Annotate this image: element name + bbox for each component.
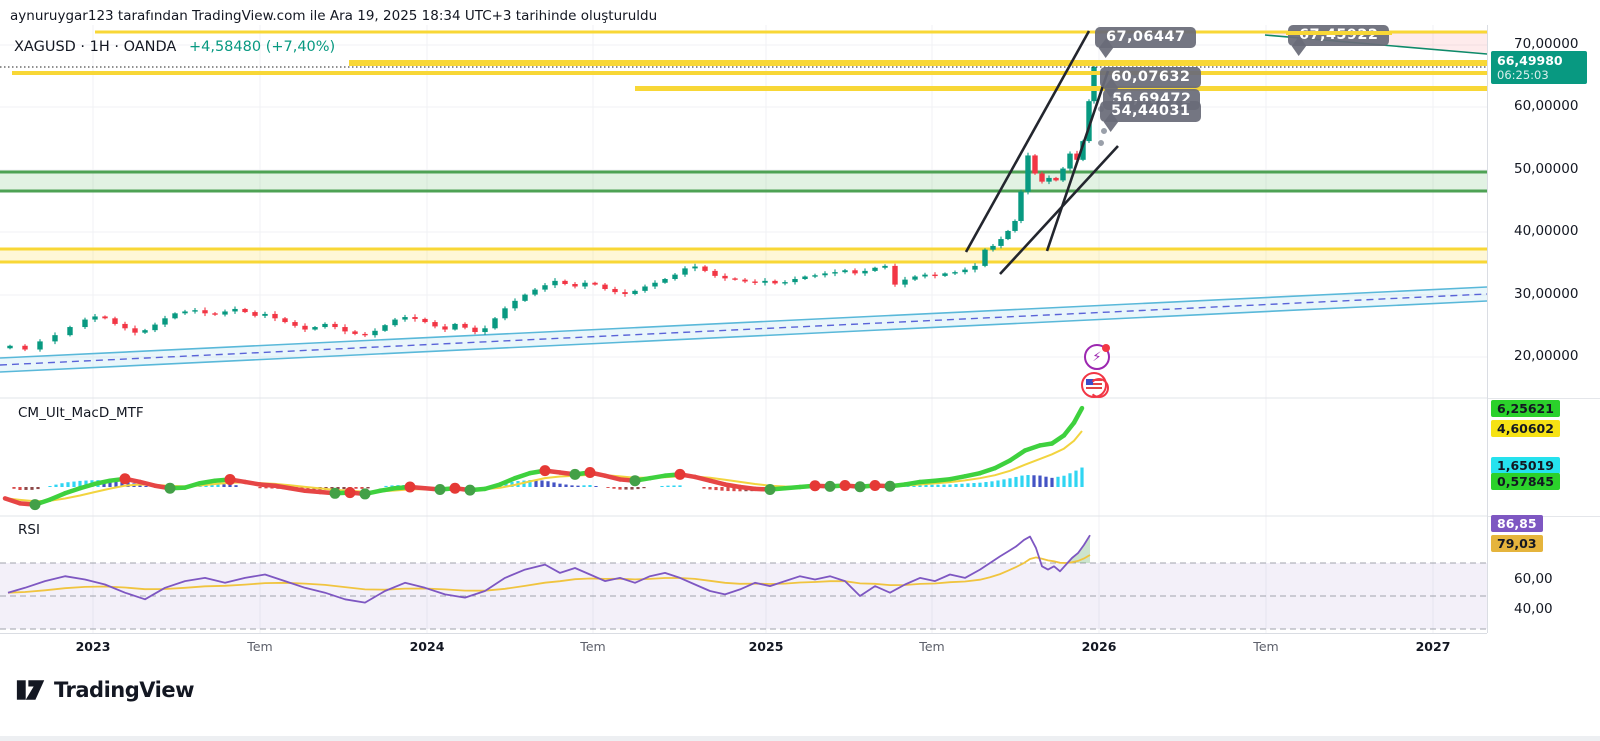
time-axis-label: 2023 (75, 639, 111, 654)
macd-signal-badge: 4,60602 (1491, 420, 1560, 437)
price-axis-label: 50,00000 (1514, 161, 1579, 177)
price-callout-54-44[interactable]: 54,44031 (1100, 101, 1202, 132)
green-zone[interactable] (0, 170, 1487, 193)
tradingview-mark-icon (16, 680, 45, 700)
drawing-handle[interactable] (1100, 127, 1108, 135)
rsi-ma-badge: 79,03 (1491, 535, 1543, 552)
tradingview-logo[interactable]: TradingView (16, 676, 194, 704)
rsi-pane-label[interactable]: RSI (18, 522, 40, 538)
price-axis-label: 70,00000 (1514, 36, 1579, 52)
yellow-line-overlay (1286, 31, 1392, 35)
price-axis-label: 30,00000 (1514, 286, 1579, 302)
symbol-change: +4,58480 (+7,40%) (188, 39, 336, 55)
attribution-text: aynuruygar123 tarafından TradingView.com… (10, 8, 658, 24)
parallel-channel[interactable] (0, 286, 1487, 373)
rsi-indicator (0, 534, 1487, 630)
last-price-value: 66,49980 (1497, 53, 1563, 68)
macd-hist-badge: 1,65019 (1491, 457, 1560, 474)
callout-value: 54,44031 (1111, 103, 1191, 119)
bottom-strip (0, 736, 1600, 741)
trend-line[interactable] (999, 145, 1119, 275)
pane-separator (1488, 516, 1600, 517)
time-axis-label: 2025 (748, 639, 784, 654)
event-us-flag-icon[interactable] (1081, 372, 1109, 398)
yellow-zone[interactable] (0, 247, 1487, 264)
time-axis-label: 2027 (1415, 639, 1451, 654)
macd-pane-label[interactable]: CM_Ult_MacD_MTF (18, 405, 144, 421)
price-axis-label: 60,00000 (1514, 98, 1579, 114)
drawing-handle[interactable] (1097, 139, 1105, 147)
time-axis-label: Tem (919, 639, 945, 654)
time-axis-label: 2026 (1081, 639, 1117, 654)
symbol-row: XAGUSD · 1H · OANDA +4,58480 (+7,40%) (14, 39, 335, 55)
macd-value-badge: 6,25621 (1491, 400, 1560, 417)
rsi-value-badge: 86,85 (1491, 515, 1543, 532)
us-flag-glyph (1086, 379, 1102, 391)
event-flash-icon[interactable]: ⚡ (1084, 344, 1110, 370)
chart-plot-area[interactable] (0, 0, 1487, 633)
price-axis-label: 20,00000 (1514, 348, 1579, 364)
rsi-axis-label: 60,00 (1514, 571, 1553, 587)
time-axis-label: Tem (580, 639, 606, 654)
logo-text: TradingView (54, 678, 194, 702)
price-callout-60-07[interactable]: 60,07632 (1100, 67, 1202, 98)
notification-dot (1102, 344, 1110, 352)
last-price-badge: 66,49980 06:25:03 (1491, 51, 1587, 84)
time-axis-label: 2024 (409, 639, 445, 654)
macd-hist2-badge: 0,57845 (1491, 473, 1560, 490)
bar-countdown: 06:25:03 (1497, 68, 1549, 82)
price-axis-label: 40,00000 (1514, 223, 1579, 239)
candlestick-series (7, 63, 1097, 352)
price-callout-67-45[interactable]: 67,45922 (1288, 25, 1390, 56)
price-callout-67-06[interactable]: 67,06447 (1095, 27, 1197, 58)
trend-line[interactable] (1045, 70, 1110, 252)
grid (0, 25, 1487, 633)
rsi-axis-label: 40,00 (1514, 601, 1553, 617)
time-axis-label: Tem (247, 639, 273, 654)
callout-value: 67,45922 (1299, 27, 1379, 43)
callout-value: 60,07632 (1111, 69, 1191, 85)
time-axis[interactable]: 2023 Tem 2024 Tem 2025 Tem 2026 Tem 2027 (0, 633, 1487, 659)
pane-separator (1488, 398, 1600, 399)
symbol-title[interactable]: XAGUSD · 1H · OANDA (14, 39, 177, 55)
price-axis[interactable]: 66,49980 06:25:03 6,25621 4,60602 1,6501… (1487, 25, 1600, 633)
trend-line[interactable] (964, 30, 1091, 253)
macd-indicator (2, 405, 1085, 511)
callout-value: 67,06447 (1106, 29, 1186, 45)
time-axis-label: Tem (1253, 639, 1279, 654)
